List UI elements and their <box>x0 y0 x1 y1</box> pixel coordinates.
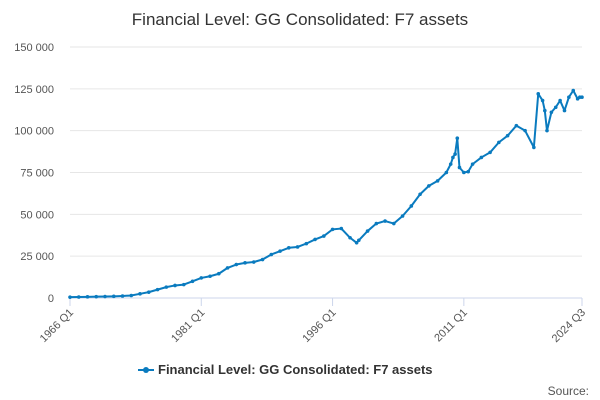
y-tick-label: 0 <box>48 293 54 305</box>
data-point <box>68 295 72 299</box>
data-point <box>549 110 554 115</box>
data-point <box>392 221 396 226</box>
data-point <box>418 192 422 197</box>
data-point <box>357 238 361 243</box>
data-point <box>173 283 177 288</box>
data-point <box>330 227 335 232</box>
data-point <box>181 282 186 287</box>
data-point <box>409 204 414 208</box>
data-point <box>453 152 457 156</box>
data-point <box>562 108 567 113</box>
y-axis: 0 25 000 50 000 75 000 100 000 125 000 150 000 <box>14 42 54 305</box>
x-tick-label: 1981 Q1 <box>169 307 207 345</box>
data-point <box>448 162 453 166</box>
data-point <box>466 169 471 174</box>
data-point <box>243 261 247 265</box>
data-point <box>451 155 455 160</box>
data-point <box>470 162 475 166</box>
data-point <box>304 241 309 246</box>
series-line <box>69 89 583 299</box>
data-point <box>339 226 344 231</box>
legend[interactable]: Financial Level: GG Consolidated: F7 ass… <box>138 362 433 377</box>
data-point <box>479 155 484 160</box>
data-point <box>260 257 265 262</box>
y-tick-label: 100 000 <box>14 126 54 138</box>
data-point <box>444 170 449 175</box>
legend-symbol-marker <box>143 367 149 373</box>
data-point <box>251 260 256 264</box>
data-point <box>199 276 204 280</box>
data-point <box>354 240 359 245</box>
data-point <box>322 234 326 238</box>
y-tick-label: 50 000 <box>20 209 54 221</box>
data-point <box>543 108 547 113</box>
plot-area <box>68 88 584 299</box>
data-point <box>558 98 562 103</box>
grid-lines <box>70 46 582 257</box>
data-point <box>523 128 527 133</box>
data-point <box>287 246 291 250</box>
data-point <box>269 252 274 257</box>
legend-item-label[interactable]: Financial Level: GG Consolidated: F7 ass… <box>158 362 433 377</box>
y-tick-label: 150 000 <box>14 42 54 54</box>
data-point <box>295 245 300 249</box>
data-point <box>155 287 160 292</box>
data-point <box>514 123 519 128</box>
data-point <box>216 271 221 276</box>
x-tick-label: 2011 Q1 <box>432 307 470 345</box>
data-point <box>455 136 460 140</box>
data-point <box>488 150 492 155</box>
data-point <box>580 95 584 99</box>
x-axis: 1966 Q1 1981 Q1 1996 Q1 2011 Q1 2024 Q3 <box>38 297 588 345</box>
data-point <box>567 95 571 99</box>
data-point <box>103 294 107 299</box>
data-point <box>208 274 212 279</box>
data-point <box>111 294 116 299</box>
data-point <box>365 229 370 233</box>
data-point <box>190 279 195 284</box>
data-point <box>313 237 317 242</box>
data-point <box>545 128 549 133</box>
data-point <box>146 290 151 294</box>
data-point <box>427 184 431 188</box>
data-point <box>374 221 379 226</box>
data-point <box>532 145 536 150</box>
y-tick-label: 125 000 <box>14 84 54 96</box>
x-tick-label: 1996 Q1 <box>300 307 338 345</box>
data-point <box>553 105 558 110</box>
data-point <box>457 165 462 170</box>
data-point <box>164 285 169 289</box>
data-point <box>234 262 239 267</box>
data-point <box>85 295 90 299</box>
data-point <box>505 133 510 138</box>
data-point <box>348 235 352 240</box>
data-point <box>76 295 81 299</box>
x-tick-label: 1966 Q1 <box>38 307 76 345</box>
y-tick-label: 25 000 <box>20 251 54 263</box>
data-point <box>435 179 440 183</box>
data-point <box>571 88 576 93</box>
data-point <box>225 266 230 270</box>
data-point <box>400 214 405 218</box>
chart-title: Financial Level: GG Consolidated: F7 ass… <box>132 10 468 29</box>
data-point <box>540 98 545 103</box>
source-credit: Source: <box>548 384 589 398</box>
x-tick-label: 2024 Q3 <box>550 307 588 345</box>
data-point <box>462 170 466 175</box>
y-tick-label: 75 000 <box>20 168 54 180</box>
data-point <box>383 219 387 223</box>
data-point <box>278 249 282 253</box>
data-point <box>497 140 501 145</box>
data-point <box>94 294 99 299</box>
data-point <box>536 92 541 96</box>
data-point <box>129 293 134 298</box>
data-point <box>120 294 125 298</box>
data-point <box>138 292 142 296</box>
